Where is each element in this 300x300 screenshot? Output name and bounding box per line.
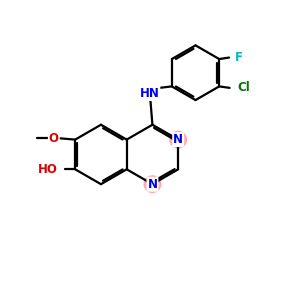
Text: N: N — [147, 178, 158, 191]
Text: O: O — [49, 132, 59, 145]
Circle shape — [144, 176, 161, 193]
Text: N: N — [173, 133, 183, 146]
Text: HO: HO — [38, 163, 57, 176]
Text: Cl: Cl — [237, 81, 250, 94]
Circle shape — [170, 131, 187, 148]
Text: F: F — [235, 51, 243, 64]
Text: HN: HN — [140, 87, 159, 100]
